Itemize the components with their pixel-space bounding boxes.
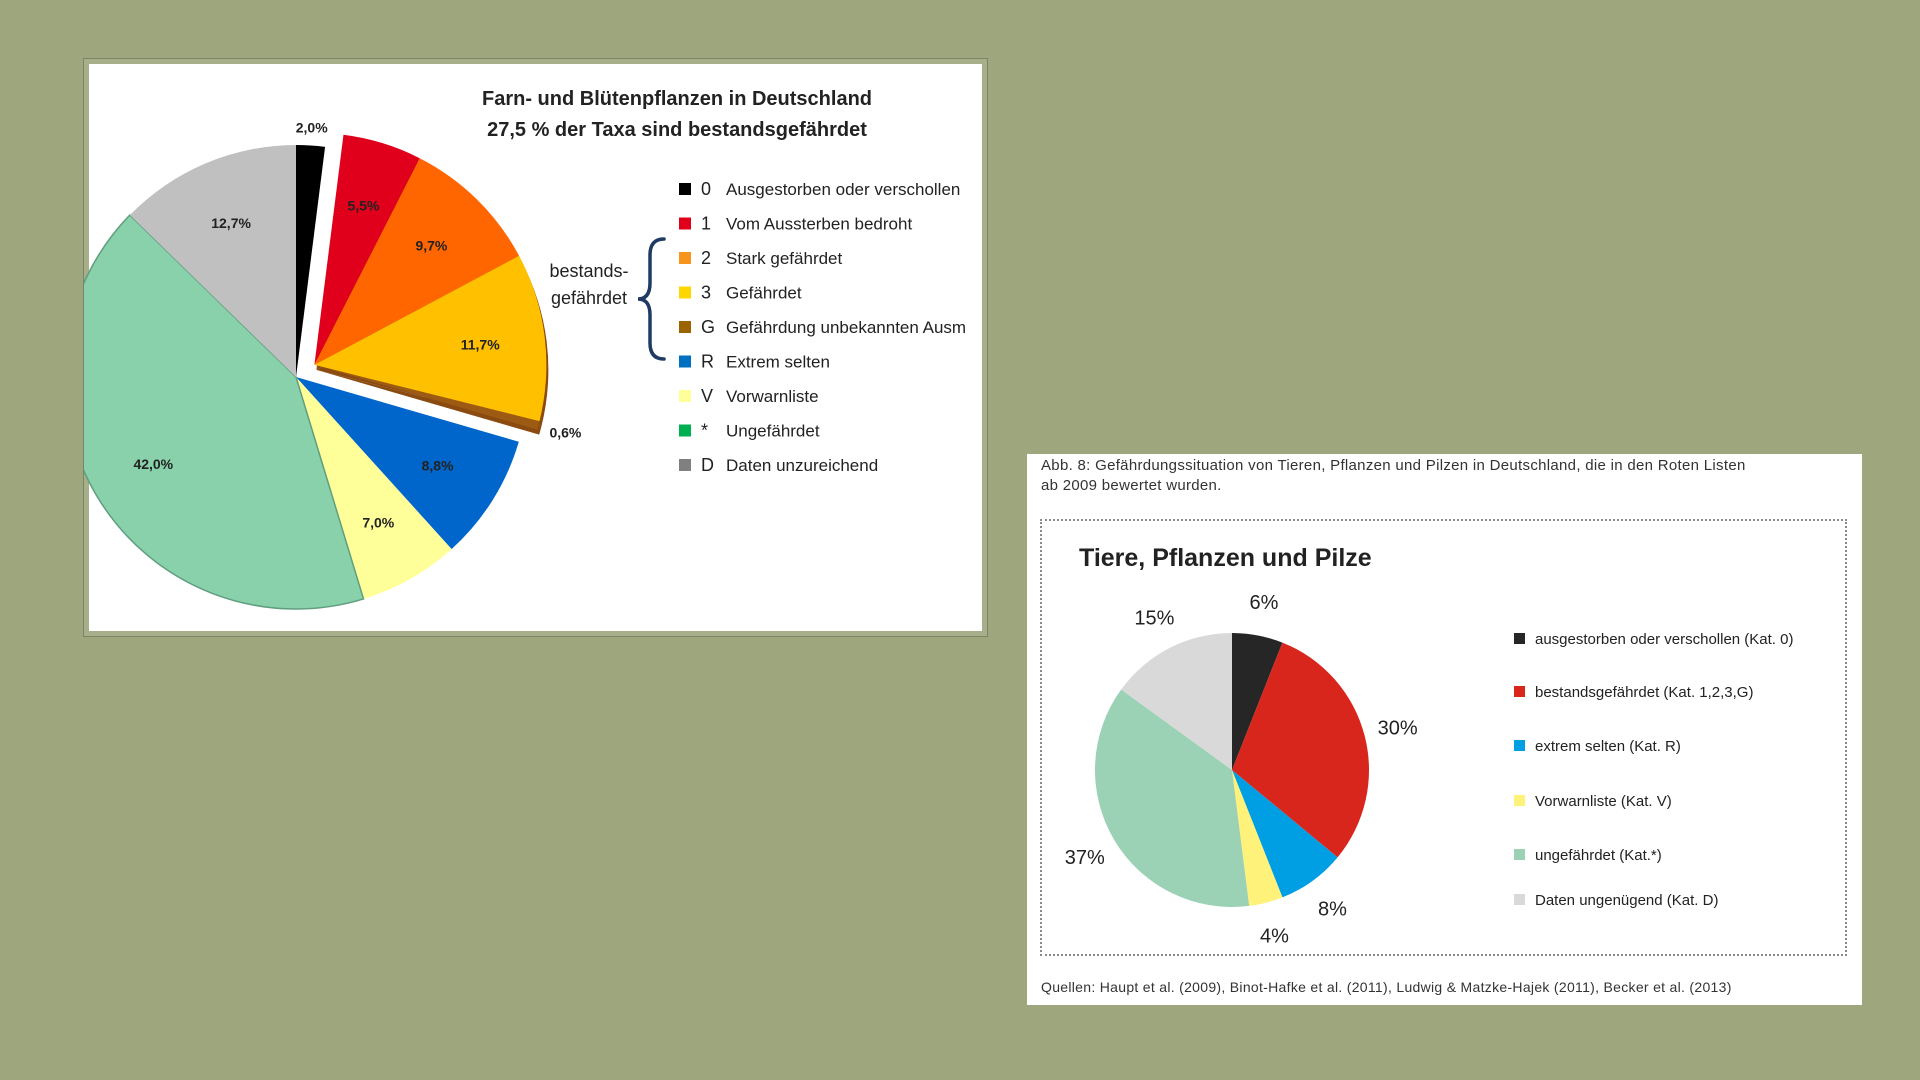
legend1-code: 1 [701, 214, 711, 234]
legend2-swatch [1514, 740, 1525, 751]
figure-caption-line1: Abb. 8: Gefährdungssituation von Tieren,… [1041, 457, 1746, 474]
legend2-swatch [1514, 633, 1525, 644]
pie-chart-tiere-pflanzen-pilze: Tiere, Pflanzen und Pilze 6% 30% 8% 4% 37% 15… [1065, 544, 1794, 948]
legend1: 0 Ausgestorben oder verschollen 1 Vom Ausst… [679, 179, 966, 475]
pie2-value-labels: 6% 30% 8% 4% 37% 15% [1065, 592, 1418, 948]
legend2: ausgestorben oder verschollen (Kat. 0) be… [1514, 631, 1793, 909]
pie2-value-label: 4% [1260, 926, 1289, 948]
legend2-label: extrem selten (Kat. R) [1535, 738, 1681, 755]
dotted-frame [1040, 519, 1847, 956]
legend1-swatch [679, 183, 691, 195]
legend1-swatch [679, 252, 691, 264]
pie1-slice-0 [296, 145, 326, 377]
legend1-code: 2 [701, 248, 711, 268]
legend2-swatch [1514, 686, 1525, 697]
legend2-label: bestandsgefährdet (Kat. 1,2,3,G) [1535, 684, 1753, 701]
pie1-value-label: 11,7% [461, 337, 500, 353]
figure-caption-line2: ab 2009 bewertet wurden. [1041, 477, 1222, 494]
legend2-label: ausgestorben oder verschollen (Kat. 0) [1535, 631, 1793, 648]
pie2-slice-4 [1094, 689, 1250, 908]
pie1-value-label: 8,8% [422, 458, 454, 474]
pie2-value-label: 6% [1250, 592, 1279, 614]
legend1-swatch [679, 424, 691, 437]
chart2-title: Tiere, Pflanzen und Pilze [1079, 544, 1372, 572]
pie1-slice-kat-7 [84, 213, 365, 610]
pie2-slice-5 [1121, 633, 1232, 770]
legend2-label: Vorwarnliste (Kat. V) [1535, 793, 1672, 810]
pie1-value-label: 9,7% [415, 238, 447, 254]
bracket-label-line2: gefährdet [551, 288, 627, 308]
legend2-label: Daten ungenügend (Kat. D) [1535, 892, 1718, 909]
legend1-label: Vom Aussterben bedroht [726, 215, 912, 234]
legend1-label: Extrem selten [726, 353, 830, 372]
pie2-value-label: 8% [1318, 898, 1347, 920]
pie2-value-label: 37% [1065, 847, 1105, 869]
pie2-slice-0 [1232, 633, 1283, 770]
legend1-swatch [679, 459, 691, 471]
pie1-slice-shadow [316, 369, 542, 435]
legend1-code: 3 [701, 283, 711, 303]
legend1-label: Vorwarnliste [726, 387, 819, 406]
sources-note: Quellen: Haupt et al. (2009), Binot-Hafk… [1041, 979, 1732, 995]
pie1-slice-2 [314, 158, 520, 365]
legend1-label: Daten unzureichend [726, 456, 878, 475]
pie1-slice-d [129, 145, 296, 377]
legend2-swatch [1514, 849, 1525, 860]
pie1-slice-3 [314, 255, 547, 422]
legend1-code: R [701, 352, 714, 372]
pie2-slice-3 [1232, 770, 1283, 906]
legend2-swatch [1514, 795, 1525, 806]
legend1-label: Stark gefährdet [726, 249, 843, 268]
bracket-label-line1: bestands- [549, 261, 628, 281]
legend1-code: * [701, 421, 708, 441]
pie1-slice-r [296, 377, 519, 550]
chart1-title: Farn- und Blütenpflanzen in Deutschland [482, 88, 872, 110]
pie1-value-label: 42,0% [133, 456, 173, 472]
legend1-code: V [701, 386, 713, 406]
pie1-value-label: 7,0% [362, 514, 394, 530]
legend1-swatch [679, 321, 691, 333]
pie1-value-label: 5,5% [348, 197, 380, 213]
chart-panel-tiere-pflanzen-pilze: Abb. 8: Gefährdungssituation von Tieren,… [1027, 454, 1862, 1005]
pie2-slices [1094, 633, 1370, 908]
legend1-label: Gefährdet [726, 284, 802, 303]
legend1-label: Gefährdung unbekannten Ausm [726, 318, 966, 337]
pie1-value-label: 12,7% [211, 215, 251, 231]
legend1-swatch [679, 390, 691, 402]
pie1-value-labels: 2,0% 5,5% 9,7% 11,7% 0,6% 8,8% 7,0% 42,0% 12,7% [133, 120, 581, 531]
legend1-code: D [701, 455, 714, 475]
legend1-code: 0 [701, 179, 711, 199]
pie1-slice-v [296, 377, 452, 599]
pie1-slice-1 [314, 134, 420, 365]
pie1-value-label: 0,6% [549, 425, 581, 441]
legend2-label: ungefährdet (Kat.*) [1535, 847, 1662, 864]
pie1-slice-g [314, 364, 540, 430]
legend1-swatch [679, 286, 691, 299]
pie2-value-label: 30% [1378, 718, 1418, 740]
pie1-slices [84, 134, 549, 610]
bracket-brace [637, 237, 666, 361]
pie2-slice-2 [1232, 770, 1338, 898]
legend1-label: Ausgestorben oder verschollen [726, 180, 960, 199]
legend1-swatch [679, 355, 691, 368]
chart1-subtitle: 27,5 % der Taxa sind bestandsgefährdet [487, 119, 867, 141]
chart-panel-farn-bluetenpflanzen: Farn- und Blütenpflanzen in Deutschland … [83, 58, 988, 637]
pie2-slice-1 [1232, 642, 1370, 858]
legend1-code: G [701, 317, 715, 337]
legend2-swatch [1514, 894, 1525, 905]
figure-caption: Abb. 8: Gefährdungssituation von Tieren,… [1041, 456, 1850, 496]
legend1-swatch [679, 217, 691, 230]
pie-chart-farn-bluetenpflanzen: Farn- und Blütenpflanzen in Deutschland … [84, 88, 966, 610]
legend1-label: Ungefährdet [726, 422, 820, 441]
pie2-value-label: 15% [1134, 608, 1174, 630]
pie1-value-label: 2,0% [296, 120, 328, 136]
